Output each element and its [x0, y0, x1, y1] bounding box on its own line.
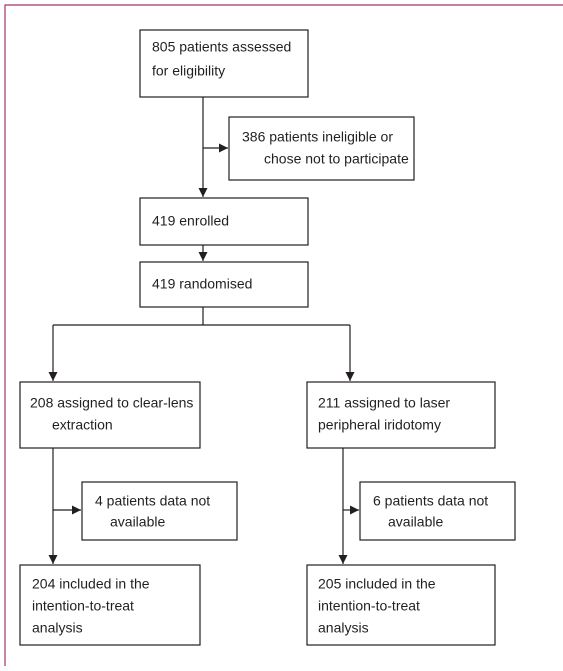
frame: [4, 4, 563, 666]
flow-node: 205 included in the intention-to-treat ana…: [306, 564, 496, 646]
flow-node: 805 patients assessed for eligibility: [139, 29, 309, 98]
node-label: 205 included in the: [318, 576, 436, 592]
node-label: 6 patients data not: [373, 493, 488, 509]
boxes: 805 patients assessed for eligibility 386 …: [19, 29, 516, 646]
node-box: [19, 564, 201, 646]
node-label: available: [110, 514, 165, 530]
node-label: chose not to participate: [264, 151, 409, 167]
node-label: 805 patients assessed: [152, 39, 291, 55]
flow-node: 419 enrolled: [139, 197, 309, 246]
node-label: intention-to-treat: [318, 598, 420, 614]
node-label: 208 assigned to clear-lens: [30, 395, 193, 411]
node-label: 419 enrolled: [152, 213, 229, 229]
flow-node: 6 patients data not available: [359, 481, 516, 541]
node-label: 211 assigned to laser: [318, 395, 450, 411]
node-box: [139, 261, 309, 308]
node-label: analysis: [32, 620, 83, 636]
node-label: 4 patients data not: [95, 493, 210, 509]
node-label: analysis: [318, 620, 369, 636]
flow-node: 4 patients data not available: [81, 481, 238, 541]
flow-node: 211 assigned to laser peripheral iridotom…: [306, 381, 496, 449]
node-box: [139, 29, 309, 98]
flow-node: 419 randomised: [139, 261, 309, 308]
node-box: [306, 564, 496, 646]
node-box: [139, 197, 309, 246]
node-label: peripheral iridotomy: [318, 417, 441, 433]
node-label: extraction: [52, 417, 113, 433]
node-box: [228, 116, 415, 181]
node-label: 419 randomised: [152, 276, 252, 292]
node-box: [81, 481, 238, 541]
node-label: intention-to-treat: [32, 598, 134, 614]
node-label: 204 included in the: [32, 576, 150, 592]
flow-node: 386 patients ineligible or chose not to p…: [228, 116, 415, 181]
flow-node: 204 included in the intention-to-treat ana…: [19, 564, 201, 646]
node-box: [306, 381, 496, 449]
node-box: [19, 381, 201, 449]
flow-node: 208 assigned to clear-lens extraction: [19, 381, 201, 449]
connector: [53, 307, 350, 326]
node-label: 386 patients ineligible or: [242, 129, 393, 145]
node-label: for eligibility: [152, 63, 225, 79]
node-box: [359, 481, 516, 541]
node-label: available: [388, 514, 443, 530]
